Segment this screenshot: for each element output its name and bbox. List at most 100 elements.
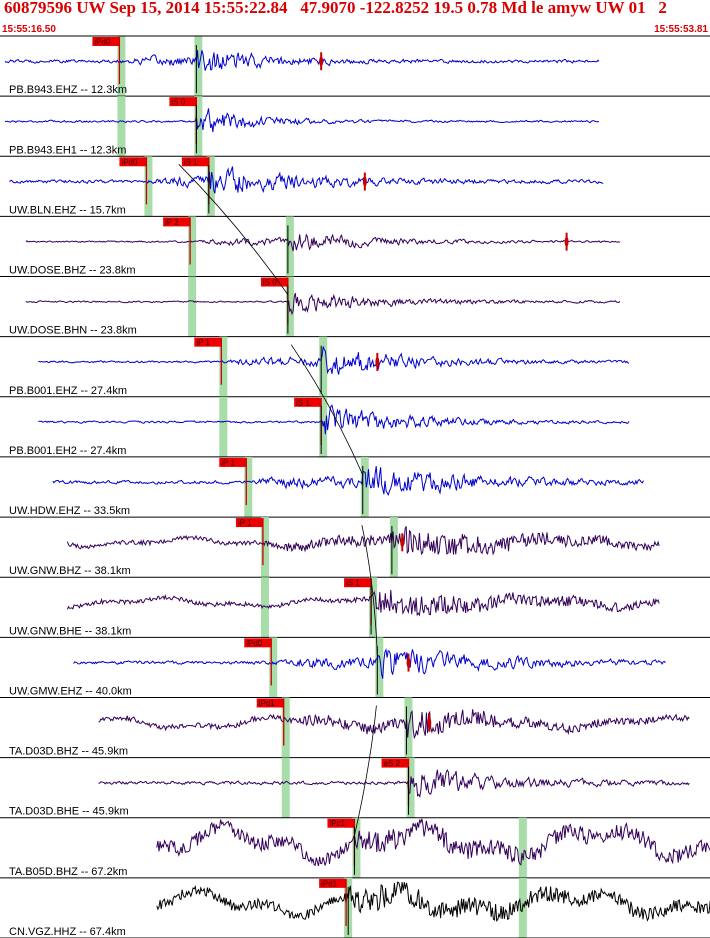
trace-panel: iS 0 PB.B943.EH1 -- 12.3km <box>0 96 710 157</box>
waveform <box>98 769 690 798</box>
trace-label: UW.BLN.EHZ -- 15.7km <box>9 204 126 216</box>
pick-box <box>344 578 372 588</box>
travel-time-curve <box>290 344 364 476</box>
travel-time-window <box>360 456 369 518</box>
pick-box <box>92 37 120 46</box>
pick-label: iPc1 <box>329 819 345 828</box>
waveform <box>73 648 666 679</box>
pick-label: iPd1 <box>321 879 338 888</box>
waveform <box>156 818 710 867</box>
trace-label: TA.B05D.BHZ -- 67.2km <box>9 866 127 878</box>
trace-panels: iPd0 PB.B943.EHZ -- 12.3km iS 0 PB.B943.EH1… <box>0 35 710 938</box>
pick-box <box>163 217 191 227</box>
trace-label: UW.GNW.BHE -- 38.1km <box>9 625 131 637</box>
travel-time-window <box>281 697 290 758</box>
travel-time-window <box>518 817 527 878</box>
travel-time-curve <box>178 164 289 295</box>
waveform <box>4 108 600 133</box>
waveform <box>156 881 710 922</box>
pick-box <box>169 97 197 107</box>
pick-label: iP 1 <box>221 458 235 467</box>
travel-time-window <box>117 96 126 157</box>
trace-panel: iPd0 iS 1 UW.BLN.EHZ -- 15.7km <box>0 156 710 217</box>
pick-label: iS 1 <box>296 398 310 407</box>
travel-time-window <box>144 156 153 217</box>
trace-panel: eS 2 TA.D03D.BHE -- 45.9km <box>0 757 710 819</box>
pick-box <box>235 518 263 528</box>
trace-panel: iS 0 UW.DOSE.BHN -- 23.8km <box>0 276 710 338</box>
pick-label: iPd1 <box>259 699 276 708</box>
travel-time-window <box>219 396 228 457</box>
trace-panel: iPd0 UW.GMW.EHZ -- 40.0km <box>0 637 710 698</box>
amplitude-pick <box>406 657 411 668</box>
trace-panel: iPc1 TA.B05D.BHZ -- 67.2km <box>0 817 710 879</box>
trace-panel: iP 1 UW.GNW.BHZ -- 38.1km <box>0 517 710 578</box>
travel-time-window <box>281 757 290 818</box>
amplitude-pick <box>564 236 569 247</box>
time-end-label: 15:55:53.81 <box>654 24 708 35</box>
amplitude-pick <box>400 537 405 548</box>
trace-panel: iPd0 PB.B943.EHZ -- 12.3km <box>0 36 710 97</box>
amplitude-pick <box>427 717 432 728</box>
travel-time-window <box>285 276 294 337</box>
waveform <box>9 166 604 194</box>
amplitude-pick <box>375 356 380 367</box>
trace-label: PB.B943.EHZ -- 12.3km <box>9 84 127 96</box>
amplitude-pick <box>362 176 367 187</box>
waveform <box>38 404 630 435</box>
travel-time-curve <box>361 525 378 656</box>
travel-time-window <box>352 817 361 878</box>
trace-panel: iS 1 PB.B001.EH2 -- 27.4km <box>0 396 710 458</box>
trace-panel: iS 1 UW.GNW.BHE -- 38.1km <box>0 577 710 638</box>
pick-box <box>244 638 272 648</box>
waveform <box>66 589 660 617</box>
waveform <box>4 50 600 71</box>
travel-time-curve <box>354 705 377 836</box>
pick-box <box>381 758 409 768</box>
trace-label: PB.B943.EH1 -- 12.3km <box>9 144 126 156</box>
trace-label: UW.DOSE.BHN -- 23.8km <box>9 325 137 337</box>
travel-time-window <box>244 456 253 518</box>
pick-box <box>181 157 209 167</box>
pick-label: iPd0 <box>94 38 111 47</box>
waveform <box>25 292 621 316</box>
event-title: 60879596 UW Sep 15, 2014 15:55:22.84 47.… <box>4 0 667 17</box>
trace-panel: iPd1 CN.VGZ.HHZ -- 67.4km <box>0 877 710 938</box>
waveform <box>38 346 630 375</box>
travel-time-window <box>260 517 269 578</box>
pick-label: iS 1 <box>184 158 198 167</box>
trace-label: UW.HDW.EHZ -- 33.5km <box>9 505 130 517</box>
trace-label: TA.D03D.BHE -- 45.9km <box>9 806 129 818</box>
pick-label: iS 0 <box>171 98 185 107</box>
trace-panel: iPd1 TA.D03D.BHZ -- 45.9km <box>0 697 710 759</box>
pick-box <box>260 277 288 287</box>
travel-time-window <box>188 216 197 277</box>
travel-time-window <box>188 276 197 337</box>
waveform <box>66 526 660 556</box>
trace-label: UW.DOSE.BHZ -- 23.8km <box>9 265 136 277</box>
trace-panel: iP 1 PB.B001.EHZ -- 27.4km <box>0 336 710 398</box>
pick-label: iPd0 <box>121 158 138 167</box>
travel-time-window <box>319 336 328 397</box>
pick-box <box>194 337 222 347</box>
pick-label: iP 1 <box>238 519 252 528</box>
trace-label: UW.GMW.EHZ -- 40.0km <box>9 685 132 697</box>
travel-time-window <box>319 396 328 457</box>
pick-label: eS 2 <box>384 759 401 768</box>
pick-label: iS 0 <box>263 278 277 287</box>
pick-box <box>219 457 247 467</box>
travel-time-window <box>260 577 269 638</box>
trace-panel: iP 2 UW.DOSE.BHZ -- 23.8km <box>0 216 710 278</box>
pick-box <box>319 878 347 888</box>
trace-label: CN.VGZ.HHZ -- 67.4km <box>9 926 126 938</box>
travel-time-window <box>375 637 384 698</box>
travel-time-window <box>369 577 378 638</box>
travel-time-window <box>219 336 228 397</box>
trace-label: PB.B001.EHZ -- 27.4km <box>9 385 127 397</box>
trace-panel: iP 1 UW.HDW.EHZ -- 33.5km <box>0 456 710 518</box>
amplitude-pick <box>319 56 324 67</box>
pick-label: iP 1 <box>196 338 210 347</box>
waveform <box>25 233 621 252</box>
pick-label: iP 2 <box>165 218 179 227</box>
travel-time-window <box>269 637 278 698</box>
